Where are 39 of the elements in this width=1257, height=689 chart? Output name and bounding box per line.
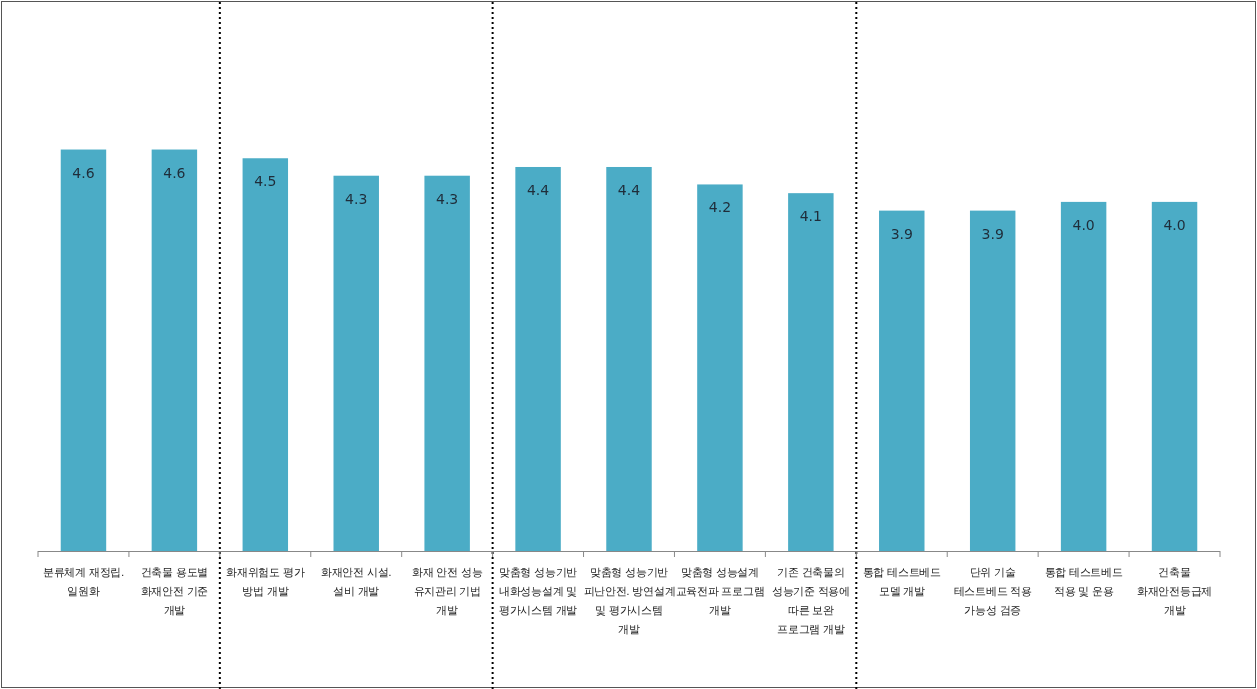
x-tick-label: 건축물 용도별 화재안전 기준 개발 [139,565,209,618]
data-label: 4.3 [436,190,459,207]
x-tick-label: 건축물 화재안전등급제 개발 [1136,565,1213,618]
x-tick-label: 화재위험도 평가 방법 개발 [225,565,306,599]
bar [606,166,652,551]
bar [1060,201,1107,551]
bar [424,175,470,551]
data-label: 4.0 [1072,216,1095,233]
data-label: 4.6 [72,164,95,181]
data-label: 4.6 [163,164,186,181]
x-tick-label: 기존 건축물의 성능기준 적용에 따른 보완 프로그램 개발 [770,565,851,637]
data-label: 4.5 [254,173,277,190]
bar [879,210,925,551]
data-label: 4.2 [708,199,732,216]
data-label: 4.3 [345,190,368,207]
bar [151,149,198,551]
x-tick-label: 맞춤형 성능기반 내화성능설계 및 평가시스템 개발 [498,565,579,618]
x-tick-label: 통합 테스트베드 모델 개발 [861,565,942,599]
bar [515,166,561,551]
data-label: 3.9 [890,225,913,242]
bar [788,193,834,551]
data-label: 4.1 [799,208,822,225]
x-tick-label: 화재 안전 성능 유지관리 기법 개발 [411,565,484,618]
x-tick-label: 맞춤형 성능설계 교육전파 프로그램 개발 [675,565,766,618]
x-tick-label: 화재안전 시설. 설비 개발 [320,565,393,599]
bar [60,149,107,551]
bar [969,210,1016,551]
data-label: 4.4 [617,181,641,198]
x-tick-label: 분류체계 재정립. 일원화 [41,565,125,599]
x-tick-label: 맞춤형 성능기반 피난안전. 방연설계 및 평가시스템 개발 [583,565,676,637]
data-label: 4.4 [526,181,550,198]
data-label: 4.0 [1163,216,1186,233]
x-tick-label: 단위 기술 테스트베드 적용 가능성 검증 [952,565,1033,618]
bar [1151,201,1198,551]
x-tick-label: 통합 테스트베드 적용 및 운용 [1043,565,1124,599]
bar [697,184,743,551]
data-label: 3.9 [981,225,1004,242]
bar [242,158,289,551]
bar [333,175,379,551]
